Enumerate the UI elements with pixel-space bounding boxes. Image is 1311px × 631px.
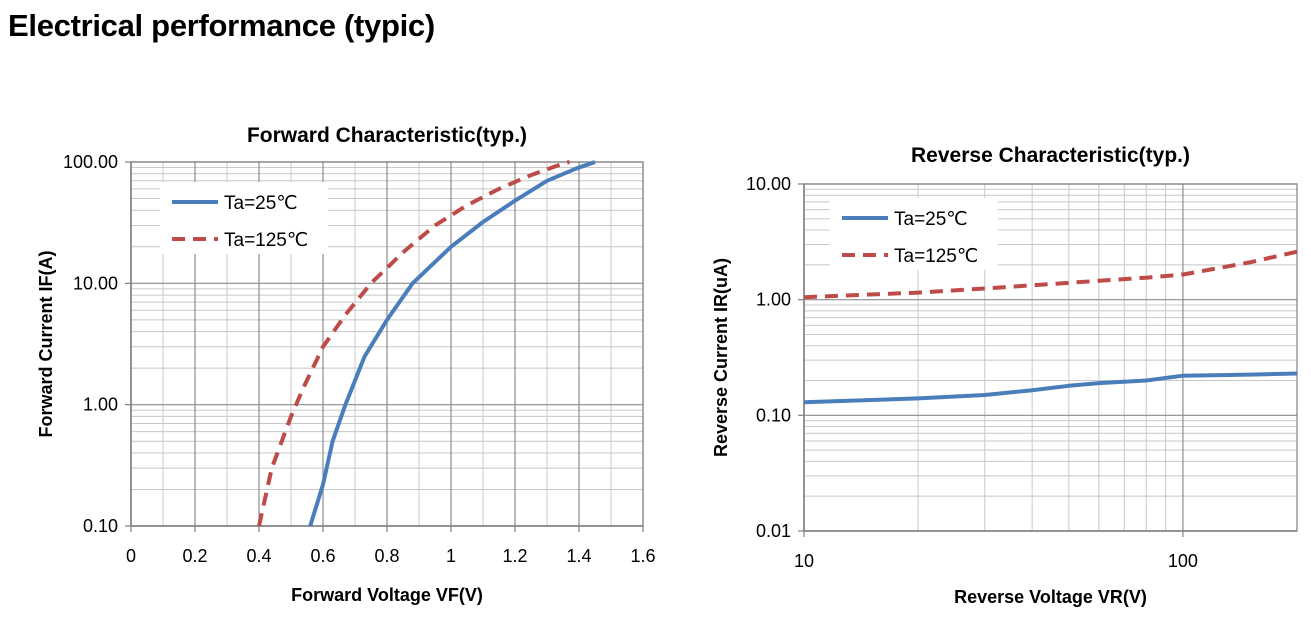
x-tick-label: 100 [1168,551,1198,571]
page-title: Electrical performance (typic) [8,8,435,43]
x-tick-label: 0.4 [246,546,271,566]
legend-label: Ta=25℃ [224,193,298,214]
y-tick-label: 1.00 [83,395,118,415]
series-line-ta25 [804,371,1297,405]
y-tick-label: 0.10 [756,405,791,425]
legend: Ta=25℃ Ta=125℃ [160,182,328,254]
x-axis-label: Reverse Voltage VR(V) [954,587,1147,607]
x-tick-label: 1.4 [566,546,591,566]
x-tick-label: 0.2 [182,546,207,566]
legend-label: Ta=125℃ [894,246,978,267]
x-axis-label: Forward Voltage VF(V) [291,585,483,605]
y-tick-label: 0.10 [83,516,118,536]
chart-forward: 0.10 1.00 10.00 100.00 0 0.2 0.4 0.6 0.8 1 1.2 1.4 1… [36,124,656,605]
series-line-ta25 [308,160,596,527]
series-line-ta125 [804,249,1297,300]
y-axis-label: Forward Current IF(A) [36,250,56,437]
chart-reverse: 0.01 0.10 1.00 10.00 10 100 Reverse Characteri… [711,144,1298,607]
y-tick-label: 10.00 [746,174,791,194]
x-tick-label: 0.6 [310,546,335,566]
legend-label: Ta=125℃ [224,230,308,251]
legend-box [830,198,998,270]
x-tick-label: 1.6 [630,546,655,566]
x-tick-label: 0 [126,546,136,566]
y-tick-label: 100.00 [63,152,118,172]
x-tick-label: 10 [794,551,814,571]
x-tick-label: 0.8 [374,546,399,566]
y-tick-label: 0.01 [756,521,791,541]
y-tick-label: 10.00 [73,273,118,293]
legend-label: Ta=25℃ [894,209,968,230]
y-tick-label: 1.00 [756,290,791,310]
chart-title: Forward Characteristic(typ.) [247,124,527,147]
y-axis-label: Reverse Current IR(uA) [711,258,731,457]
chart-title: Reverse Characteristic(typ.) [911,144,1190,167]
legend: Ta=25℃ Ta=125℃ [830,198,998,270]
x-tick-label: 1.2 [502,546,527,566]
x-tick-label: 1 [446,546,456,566]
legend-box [160,182,328,254]
